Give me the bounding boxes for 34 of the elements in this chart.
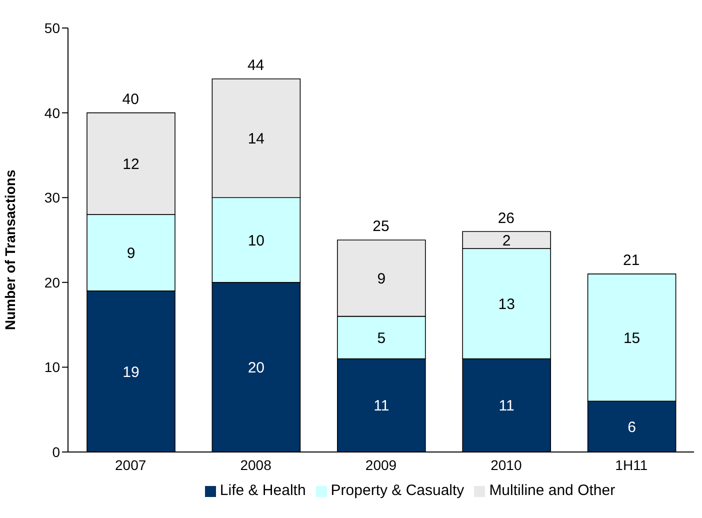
y-tick-label: 50 — [44, 20, 60, 36]
data-label: 9 — [377, 270, 386, 288]
data-label: 15 — [623, 330, 640, 347]
x-tick-label: 2008 — [240, 456, 272, 473]
total-label: 26 — [496, 210, 516, 227]
data-label: 11 — [374, 398, 390, 415]
legend-label: Multiline and Other — [489, 482, 616, 499]
data-label: 13 — [498, 296, 515, 313]
total-label: 44 — [246, 56, 266, 74]
total-label: 21 — [622, 252, 641, 269]
data-label: 10 — [248, 232, 265, 250]
legend-label: Life & Health — [220, 482, 306, 499]
data-label: 20 — [248, 360, 265, 377]
data-label: 6 — [628, 418, 636, 436]
data-label: 11 — [498, 398, 514, 415]
total-label: 40 — [121, 90, 140, 108]
data-label: 19 — [122, 364, 140, 381]
y-axis-title: Number of Transactions — [2, 170, 18, 330]
data-label: 5 — [377, 330, 386, 347]
data-label: 14 — [248, 130, 265, 148]
x-tick-label: 2009 — [365, 456, 397, 473]
x-tick-label: 2007 — [115, 456, 146, 473]
y-tick-label: 20 — [44, 274, 60, 290]
legend-label: Property & Casualty — [330, 482, 464, 499]
data-label: 2 — [502, 232, 511, 250]
total-label: 25 — [372, 218, 390, 235]
y-tick-label: 0 — [52, 444, 60, 460]
x-tick-label: 1H11 — [615, 456, 648, 473]
y-tick-label: 40 — [44, 104, 60, 121]
y-tick-label: 30 — [44, 190, 60, 206]
data-label: 9 — [126, 245, 136, 262]
y-tick-label: 10 — [44, 359, 60, 376]
data-label: 12 — [122, 156, 140, 174]
x-tick-label: 2010 — [490, 456, 522, 473]
